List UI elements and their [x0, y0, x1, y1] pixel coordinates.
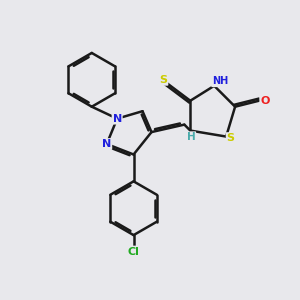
- Text: O: O: [260, 96, 270, 106]
- Text: Cl: Cl: [128, 247, 140, 256]
- Text: N: N: [112, 114, 122, 124]
- Text: N: N: [102, 139, 111, 149]
- Text: H: H: [187, 132, 195, 142]
- Text: S: S: [159, 75, 167, 85]
- Text: NH: NH: [212, 76, 228, 86]
- Text: S: S: [226, 133, 235, 143]
